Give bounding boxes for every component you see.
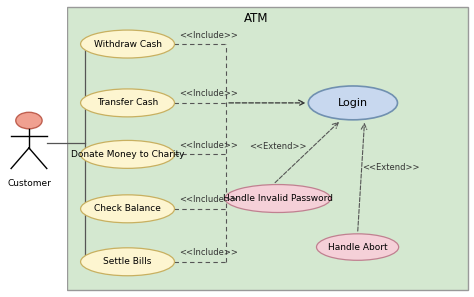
Text: <<Include>>: <<Include>> [179,195,238,204]
Circle shape [16,112,42,129]
FancyBboxPatch shape [66,7,468,290]
Text: Withdraw Cash: Withdraw Cash [93,40,162,48]
Text: ATM: ATM [245,12,269,25]
Text: Transfer Cash: Transfer Cash [97,98,158,108]
Ellipse shape [81,30,174,58]
Text: Login: Login [338,98,368,108]
Text: <<Include>>: <<Include>> [179,89,238,99]
Ellipse shape [81,195,174,223]
Ellipse shape [81,248,174,276]
Text: Handle Invalid Password: Handle Invalid Password [223,194,333,203]
Text: Customer: Customer [7,179,51,188]
Ellipse shape [81,89,174,117]
Text: <<Extend>>: <<Extend>> [362,163,420,173]
Text: <<Extend>>: <<Extend>> [250,142,307,151]
Text: Handle Abort: Handle Abort [328,243,387,252]
FancyBboxPatch shape [3,1,66,296]
Ellipse shape [317,234,399,260]
Text: <<Include>>: <<Include>> [179,31,238,40]
Text: Donate Money to Charity: Donate Money to Charity [71,150,184,159]
Text: Check Balance: Check Balance [94,204,161,213]
Text: Settle Bills: Settle Bills [103,257,152,266]
Ellipse shape [225,184,330,212]
Ellipse shape [81,140,174,168]
Ellipse shape [308,86,398,120]
Text: <<Include>>: <<Include>> [179,141,238,150]
Text: <<Include>>: <<Include>> [179,248,238,257]
